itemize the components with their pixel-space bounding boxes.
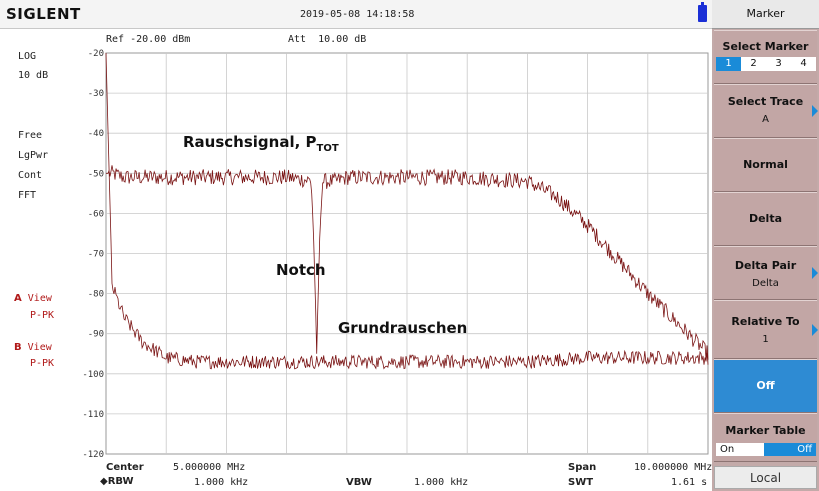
trigger-mode: Free bbox=[18, 130, 43, 141]
marker-table-off-option[interactable]: Off bbox=[764, 443, 816, 456]
marker-3-option[interactable]: 3 bbox=[766, 57, 791, 71]
spectrum-plot: -20 -30 -40 -50 -60 -70 -80 -90 -100 -110 -120 bbox=[82, 49, 709, 460]
trace-b-status: B View bbox=[14, 342, 52, 353]
trace-a-status: A View bbox=[14, 293, 52, 304]
annotation-noise-signal: Rauschsignal, PTOT bbox=[183, 133, 339, 154]
rbw-label: ◆RBW bbox=[100, 476, 134, 487]
marker-2-option[interactable]: 2 bbox=[741, 57, 766, 71]
select-marker-label: Select Marker bbox=[722, 40, 809, 53]
off-button[interactable]: Off bbox=[714, 359, 817, 413]
span-value: 10.000000 MHz bbox=[634, 462, 713, 473]
battery-icon bbox=[698, 2, 707, 22]
marker-number-selector: 1 2 3 4 bbox=[716, 57, 816, 71]
annotation-noise-signal-sub: TOT bbox=[316, 143, 339, 154]
ref-value: -20.00 dBm bbox=[130, 34, 191, 45]
swt-label: SWT bbox=[568, 477, 594, 488]
delta-label: Delta bbox=[748, 212, 783, 225]
swt-value: 1.61 s bbox=[671, 477, 708, 488]
y-tick-label: -30 bbox=[88, 89, 104, 99]
trace-a-letter: A bbox=[14, 293, 22, 304]
vbw-value: 1.000 kHz bbox=[414, 477, 469, 488]
off-label: Off bbox=[756, 379, 775, 392]
rbw-value: 1.000 kHz bbox=[194, 477, 249, 488]
trace-a-mode: View bbox=[27, 293, 52, 304]
marker-table-label: Marker Table bbox=[725, 424, 806, 437]
ref-label: Ref bbox=[106, 34, 125, 45]
vbw-label: VBW bbox=[346, 477, 372, 488]
local-button[interactable]: Local bbox=[714, 466, 817, 489]
y-tick-label: -50 bbox=[88, 169, 104, 179]
trace-b-letter: B bbox=[14, 342, 22, 353]
y-tick-label: -60 bbox=[88, 209, 104, 219]
y-tick-label: -90 bbox=[88, 330, 104, 340]
normal-label: Normal bbox=[743, 158, 788, 171]
marker-1-option[interactable]: 1 bbox=[716, 57, 741, 71]
y-tick-label: -70 bbox=[88, 250, 104, 260]
center-value: 5.000000 MHz bbox=[173, 462, 246, 473]
top-status-bar bbox=[0, 0, 712, 29]
datetime-readout: 2019-05-08 14:18:58 bbox=[300, 9, 415, 20]
relative-to-value: 1 bbox=[762, 334, 769, 345]
y-tick-label: -100 bbox=[82, 370, 104, 380]
normal-button[interactable]: Normal bbox=[714, 138, 817, 192]
menu-title: Marker bbox=[712, 0, 819, 29]
annotation-notch: Notch bbox=[276, 261, 326, 279]
scale-type: LOG bbox=[18, 51, 37, 62]
y-tick-label: -120 bbox=[82, 450, 104, 460]
submenu-arrow-icon bbox=[812, 323, 818, 336]
sweep-mode: Cont bbox=[18, 170, 43, 181]
marker-table-toggle[interactable]: On Off bbox=[716, 443, 816, 456]
delta-pair-value: Delta bbox=[752, 278, 779, 289]
trace-b-mode: View bbox=[27, 342, 52, 353]
relative-to-label: Relative To bbox=[731, 315, 800, 328]
submenu-arrow-icon bbox=[812, 105, 818, 117]
select-trace-button[interactable]: Select Trace A bbox=[714, 84, 818, 138]
avg-type: LgPwr bbox=[18, 150, 49, 161]
y-tick-label: -20 bbox=[88, 49, 104, 59]
relative-to-button[interactable]: Relative To 1 bbox=[714, 300, 818, 359]
attenuation: Att 10.00 dB bbox=[288, 34, 366, 45]
sweep-type: FFT bbox=[18, 190, 37, 201]
marker-4-option[interactable]: 4 bbox=[791, 57, 816, 71]
att-label: Att bbox=[288, 34, 307, 45]
select-trace-value: A bbox=[762, 114, 769, 125]
y-tick-label: -80 bbox=[88, 290, 104, 300]
trace-b-detector: P-PK bbox=[30, 358, 55, 369]
trace-a-line bbox=[106, 165, 709, 360]
brand-logo: SIGLENT bbox=[6, 5, 81, 23]
trace-b-line bbox=[105, 52, 709, 370]
select-trace-label: Select Trace bbox=[727, 95, 804, 108]
scale-div: 10 dB bbox=[18, 70, 49, 81]
span-label: Span bbox=[568, 462, 597, 473]
annotation-noise-floor: Grundrauschen bbox=[338, 319, 468, 337]
y-tick-label: -40 bbox=[88, 129, 104, 139]
annotation-noise-signal-text: Rauschsignal, P bbox=[183, 133, 317, 151]
center-label: Center bbox=[106, 462, 144, 473]
marker-table-on-option[interactable]: On bbox=[716, 443, 764, 456]
y-axis-labels: -20 -30 -40 -50 -60 -70 -80 -90 -100 -110 -120 bbox=[82, 49, 104, 460]
delta-pair-button[interactable]: Delta Pair Delta bbox=[714, 246, 818, 300]
delta-pair-label: Delta Pair bbox=[734, 259, 797, 272]
att-value: 10.00 dB bbox=[318, 34, 367, 45]
delta-button[interactable]: Delta bbox=[714, 192, 817, 246]
ref-level: Ref -20.00 dBm bbox=[106, 34, 190, 45]
submenu-arrow-icon bbox=[812, 267, 818, 279]
y-tick-label: -110 bbox=[82, 410, 104, 420]
trace-a-detector: P-PK bbox=[30, 310, 55, 321]
